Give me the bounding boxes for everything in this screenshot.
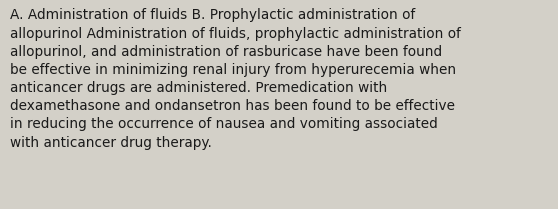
- Text: A. Administration of fluids B. Prophylactic administration of
allopurinol Admini: A. Administration of fluids B. Prophylac…: [10, 8, 461, 150]
